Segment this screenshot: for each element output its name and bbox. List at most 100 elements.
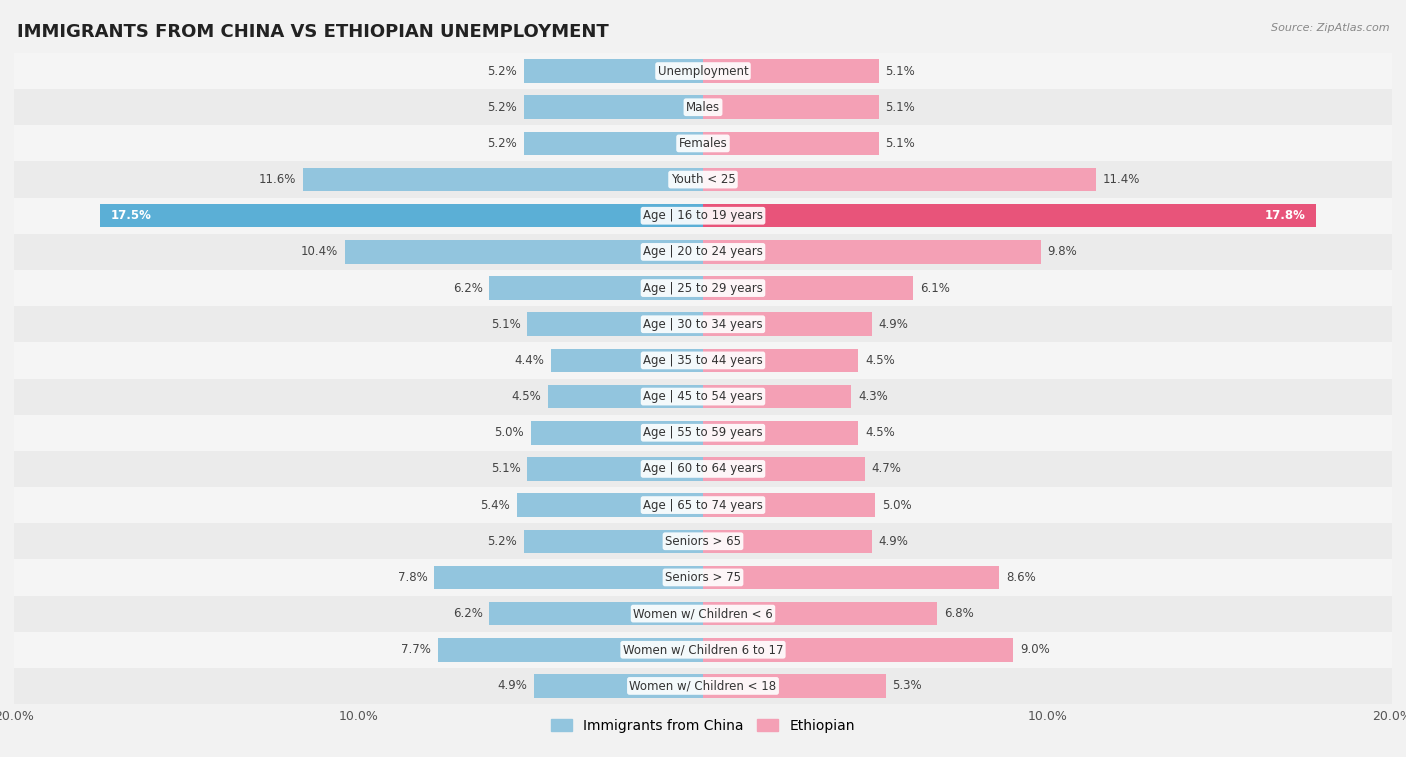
Bar (14, 487, 1392, 523)
Bar (703, 385, 851, 408)
Bar (304, 168, 703, 192)
Text: Age | 65 to 74 years: Age | 65 to 74 years (643, 499, 763, 512)
Bar (551, 349, 703, 372)
Text: Age | 30 to 34 years: Age | 30 to 34 years (643, 318, 763, 331)
Text: 6.2%: 6.2% (453, 607, 482, 620)
Text: 5.1%: 5.1% (491, 463, 520, 475)
Bar (703, 602, 938, 625)
Text: Age | 55 to 59 years: Age | 55 to 59 years (643, 426, 763, 439)
Bar (703, 565, 1000, 589)
Text: Age | 25 to 29 years: Age | 25 to 29 years (643, 282, 763, 294)
Bar (14, 306, 1392, 342)
Text: 5.3%: 5.3% (893, 680, 922, 693)
Text: 4.5%: 4.5% (512, 390, 541, 403)
Bar (14, 161, 1392, 198)
Text: 5.2%: 5.2% (488, 101, 517, 114)
Bar (703, 674, 886, 698)
Bar (703, 529, 872, 553)
Text: Women w/ Children 6 to 17: Women w/ Children 6 to 17 (623, 643, 783, 656)
Text: Age | 16 to 19 years: Age | 16 to 19 years (643, 209, 763, 223)
Bar (14, 234, 1392, 270)
Text: 9.0%: 9.0% (1019, 643, 1050, 656)
Text: 9.8%: 9.8% (1047, 245, 1077, 258)
Bar (14, 53, 1392, 89)
Bar (14, 270, 1392, 306)
Text: 6.8%: 6.8% (945, 607, 974, 620)
Bar (531, 421, 703, 444)
Text: 6.2%: 6.2% (453, 282, 482, 294)
Text: 5.2%: 5.2% (488, 64, 517, 77)
Bar (14, 523, 1392, 559)
Text: 4.9%: 4.9% (879, 318, 908, 331)
Text: 11.6%: 11.6% (259, 173, 297, 186)
Bar (534, 674, 703, 698)
Text: Unemployment: Unemployment (658, 64, 748, 77)
Bar (703, 276, 912, 300)
Bar (489, 276, 703, 300)
Text: 4.9%: 4.9% (879, 534, 908, 548)
Text: Women w/ Children < 6: Women w/ Children < 6 (633, 607, 773, 620)
Bar (703, 204, 1316, 228)
Bar (703, 349, 858, 372)
Bar (548, 385, 703, 408)
Text: Females: Females (679, 137, 727, 150)
Bar (14, 631, 1392, 668)
Bar (14, 415, 1392, 451)
Text: Age | 60 to 64 years: Age | 60 to 64 years (643, 463, 763, 475)
Text: Seniors > 65: Seniors > 65 (665, 534, 741, 548)
Bar (14, 668, 1392, 704)
Legend: Immigrants from China, Ethiopian: Immigrants from China, Ethiopian (551, 719, 855, 733)
Bar (703, 240, 1040, 263)
Text: Source: ZipAtlas.com: Source: ZipAtlas.com (1271, 23, 1389, 33)
Bar (14, 559, 1392, 596)
Text: 11.4%: 11.4% (1102, 173, 1140, 186)
Bar (14, 596, 1392, 631)
Bar (703, 421, 858, 444)
Bar (703, 638, 1012, 662)
Text: IMMIGRANTS FROM CHINA VS ETHIOPIAN UNEMPLOYMENT: IMMIGRANTS FROM CHINA VS ETHIOPIAN UNEMP… (17, 23, 609, 41)
Text: 5.2%: 5.2% (488, 137, 517, 150)
Text: Youth < 25: Youth < 25 (671, 173, 735, 186)
Bar (14, 378, 1392, 415)
Text: Seniors > 75: Seniors > 75 (665, 571, 741, 584)
Bar (14, 342, 1392, 378)
Text: 5.2%: 5.2% (488, 534, 517, 548)
Text: 4.5%: 4.5% (865, 426, 894, 439)
Bar (14, 126, 1392, 161)
Text: Males: Males (686, 101, 720, 114)
Text: 5.4%: 5.4% (481, 499, 510, 512)
Text: 4.9%: 4.9% (498, 680, 527, 693)
Text: 17.5%: 17.5% (111, 209, 152, 223)
Text: 6.1%: 6.1% (920, 282, 950, 294)
Text: 7.8%: 7.8% (398, 571, 427, 584)
Text: 5.1%: 5.1% (886, 137, 915, 150)
Bar (703, 132, 879, 155)
Text: 17.8%: 17.8% (1265, 209, 1306, 223)
Bar (489, 602, 703, 625)
Bar (703, 457, 865, 481)
Bar (703, 494, 875, 517)
Text: 4.4%: 4.4% (515, 354, 544, 367)
Bar (437, 638, 703, 662)
Bar (527, 457, 703, 481)
Text: 4.7%: 4.7% (872, 463, 901, 475)
Bar (344, 240, 703, 263)
Text: Age | 45 to 54 years: Age | 45 to 54 years (643, 390, 763, 403)
Bar (524, 132, 703, 155)
Bar (14, 451, 1392, 487)
Text: Age | 35 to 44 years: Age | 35 to 44 years (643, 354, 763, 367)
Text: 7.7%: 7.7% (401, 643, 430, 656)
Bar (703, 95, 879, 119)
Bar (703, 313, 872, 336)
Text: 4.5%: 4.5% (865, 354, 894, 367)
Bar (524, 95, 703, 119)
Bar (524, 529, 703, 553)
Text: 5.1%: 5.1% (491, 318, 520, 331)
Bar (703, 168, 1095, 192)
Text: Women w/ Children < 18: Women w/ Children < 18 (630, 680, 776, 693)
Bar (524, 59, 703, 83)
Text: 8.6%: 8.6% (1007, 571, 1036, 584)
Text: Age | 20 to 24 years: Age | 20 to 24 years (643, 245, 763, 258)
Bar (100, 204, 703, 228)
Text: 5.0%: 5.0% (495, 426, 524, 439)
